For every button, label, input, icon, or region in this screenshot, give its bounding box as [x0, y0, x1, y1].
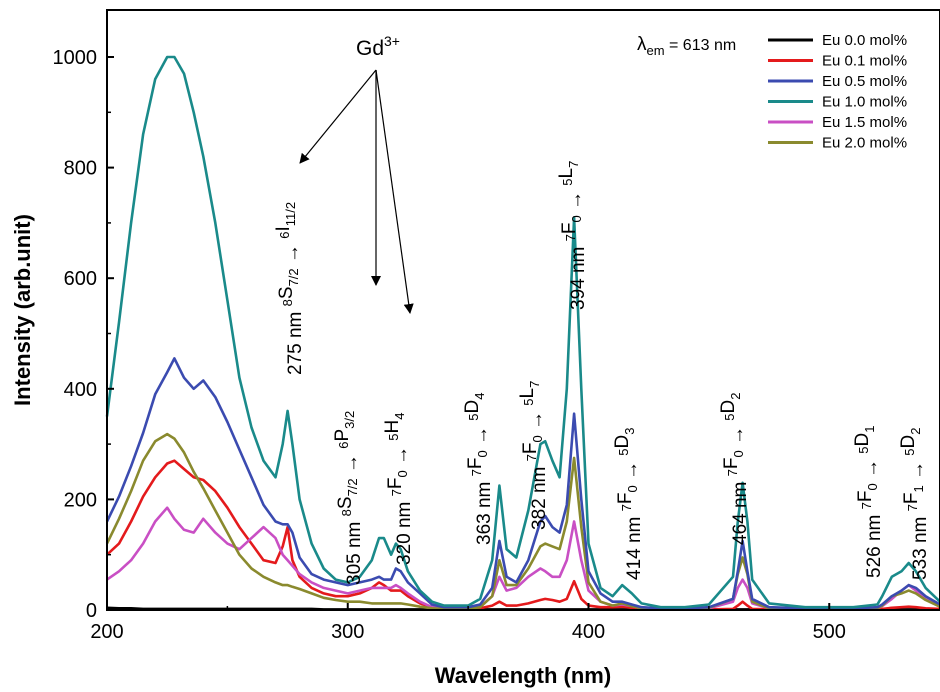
em-wavelength-label: λem = 613 nm [637, 34, 736, 58]
annotation-a363: 363 nm 7F0 → 5D4 [462, 393, 495, 546]
y-tick-label: 600 [64, 268, 97, 290]
y-tick-label: 200 [64, 489, 97, 511]
x-tick-label: 400 [572, 621, 605, 643]
annotation-a526: 526 nm 7F0 → 5D1 [852, 426, 885, 579]
plot-frame [106, 9, 940, 611]
annotation-a394: 394 nm 7F0 → 5L7 [556, 161, 589, 310]
annotation-a305: 305 nm 8S7/2 → 6P3/2 [332, 411, 365, 585]
series-line-1 [106, 459, 940, 611]
annotation-a382: 382 nm 7F0 → 5L7 [517, 381, 550, 530]
series-line-2 [105, 357, 940, 610]
gd-arrows [299, 69, 414, 314]
transition-annotations: 275 nm 8S7/2 → 6I11/2 305 nm 8S7/2 → 6P3/… [273, 161, 931, 585]
annotation-a414: 414 nm 7F0 → 5D3 [612, 428, 645, 581]
legend: Eu 0.0 mol% Eu 0.1 mol% Eu 0.5 mol% Eu 1.0 … [768, 32, 907, 152]
legend-label: Eu 0.1 mol% [822, 53, 907, 70]
y-tick-label: 1000 [53, 47, 98, 69]
gd-arrow [299, 69, 377, 164]
x-axis-title: Wavelength (nm) [435, 663, 611, 688]
series-line-3 [105, 55, 940, 609]
x-tick-label: 500 [813, 621, 846, 643]
y-tick-label: 800 [64, 158, 97, 180]
x-tick-label: 300 [331, 621, 364, 643]
plot-lines [105, 55, 940, 611]
legend-label: Eu 2.0 mol% [822, 135, 907, 152]
legend-label: Eu 0.0 mol% [822, 32, 907, 49]
legend-label: Eu 1.5 mol% [822, 114, 907, 131]
y-axis-title: Intensity (arb.unit) [10, 214, 35, 406]
annotation-a464: 464 nm 7F0 → 5D2 [718, 393, 751, 546]
y-tick-label: 0 [86, 600, 97, 622]
gd-arrow [375, 69, 414, 314]
annotation-a275: 275 nm 8S7/2 → 6I11/2 [273, 202, 306, 375]
legend-label: Eu 0.5 mol% [822, 73, 907, 90]
annotation-a320: 320 nm 7F0 → 5H4 [382, 413, 415, 566]
legend-label: Eu 1.0 mol% [822, 94, 907, 111]
gd-label: Gd3+ [356, 33, 400, 60]
annotation-a533: 533 nm 7F1 → 5D2 [898, 428, 931, 581]
y-tick-label: 400 [64, 379, 97, 401]
x-tick-label: 200 [90, 621, 123, 643]
series-line-4 [106, 506, 940, 611]
